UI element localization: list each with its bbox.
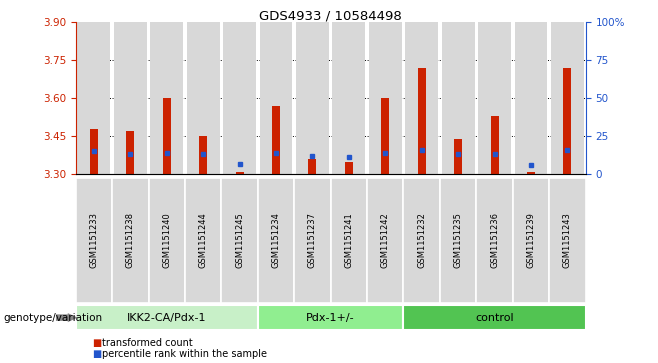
Bar: [513, 178, 549, 303]
Bar: [405, 22, 438, 174]
Bar: [309, 159, 316, 174]
Bar: [296, 22, 329, 174]
Bar: [150, 22, 183, 174]
Text: GSM1151232: GSM1151232: [417, 213, 426, 268]
Text: transformed count: transformed count: [102, 338, 193, 348]
Text: GSM1151244: GSM1151244: [199, 213, 208, 268]
Bar: [442, 22, 474, 174]
Text: ■: ■: [92, 349, 101, 359]
Bar: [112, 178, 149, 303]
Bar: [78, 22, 111, 174]
Bar: [549, 178, 586, 303]
Bar: [126, 131, 134, 174]
Bar: [149, 178, 185, 303]
Bar: [367, 178, 403, 303]
Bar: [114, 22, 147, 174]
Bar: [403, 178, 440, 303]
Bar: [199, 136, 207, 174]
Text: GSM1151239: GSM1151239: [526, 213, 536, 268]
Text: IKK2-CA/Pdx-1: IKK2-CA/Pdx-1: [127, 313, 207, 323]
Bar: [260, 22, 292, 174]
Bar: [258, 305, 403, 330]
Bar: [76, 178, 112, 303]
Text: GSM1151233: GSM1151233: [89, 212, 99, 269]
Bar: [76, 305, 258, 330]
Bar: [403, 305, 586, 330]
Text: GSM1151245: GSM1151245: [235, 213, 244, 268]
Bar: [345, 162, 353, 174]
Bar: [221, 178, 258, 303]
Text: Pdx-1+/-: Pdx-1+/-: [307, 313, 355, 323]
Text: GSM1151235: GSM1151235: [453, 213, 463, 268]
Bar: [236, 172, 243, 174]
Bar: [563, 68, 571, 174]
Bar: [185, 178, 221, 303]
Text: control: control: [475, 313, 514, 323]
Bar: [381, 98, 390, 174]
Bar: [551, 22, 584, 174]
Bar: [332, 22, 365, 174]
Text: GSM1151242: GSM1151242: [381, 213, 390, 268]
Bar: [478, 22, 511, 174]
Bar: [330, 178, 367, 303]
Bar: [369, 22, 401, 174]
Text: GSM1151237: GSM1151237: [308, 212, 317, 269]
Bar: [90, 129, 98, 174]
Bar: [454, 139, 462, 174]
Bar: [294, 178, 330, 303]
Bar: [418, 68, 426, 174]
Bar: [272, 106, 280, 174]
Text: GDS4933 / 10584498: GDS4933 / 10584498: [259, 9, 402, 22]
Text: GSM1151240: GSM1151240: [163, 213, 171, 268]
Text: GSM1151234: GSM1151234: [272, 213, 280, 268]
Bar: [491, 116, 499, 174]
Bar: [163, 98, 170, 174]
Bar: [258, 178, 294, 303]
Bar: [440, 178, 476, 303]
Text: GSM1151236: GSM1151236: [490, 212, 499, 269]
Bar: [187, 22, 220, 174]
Text: GSM1151243: GSM1151243: [563, 213, 572, 268]
Text: genotype/variation: genotype/variation: [3, 313, 103, 323]
Text: ■: ■: [92, 338, 101, 348]
Text: GSM1151238: GSM1151238: [126, 212, 135, 269]
Bar: [527, 172, 535, 174]
Bar: [223, 22, 256, 174]
Text: GSM1151241: GSM1151241: [344, 213, 353, 268]
Text: percentile rank within the sample: percentile rank within the sample: [102, 349, 267, 359]
Bar: [515, 22, 547, 174]
Bar: [476, 178, 513, 303]
